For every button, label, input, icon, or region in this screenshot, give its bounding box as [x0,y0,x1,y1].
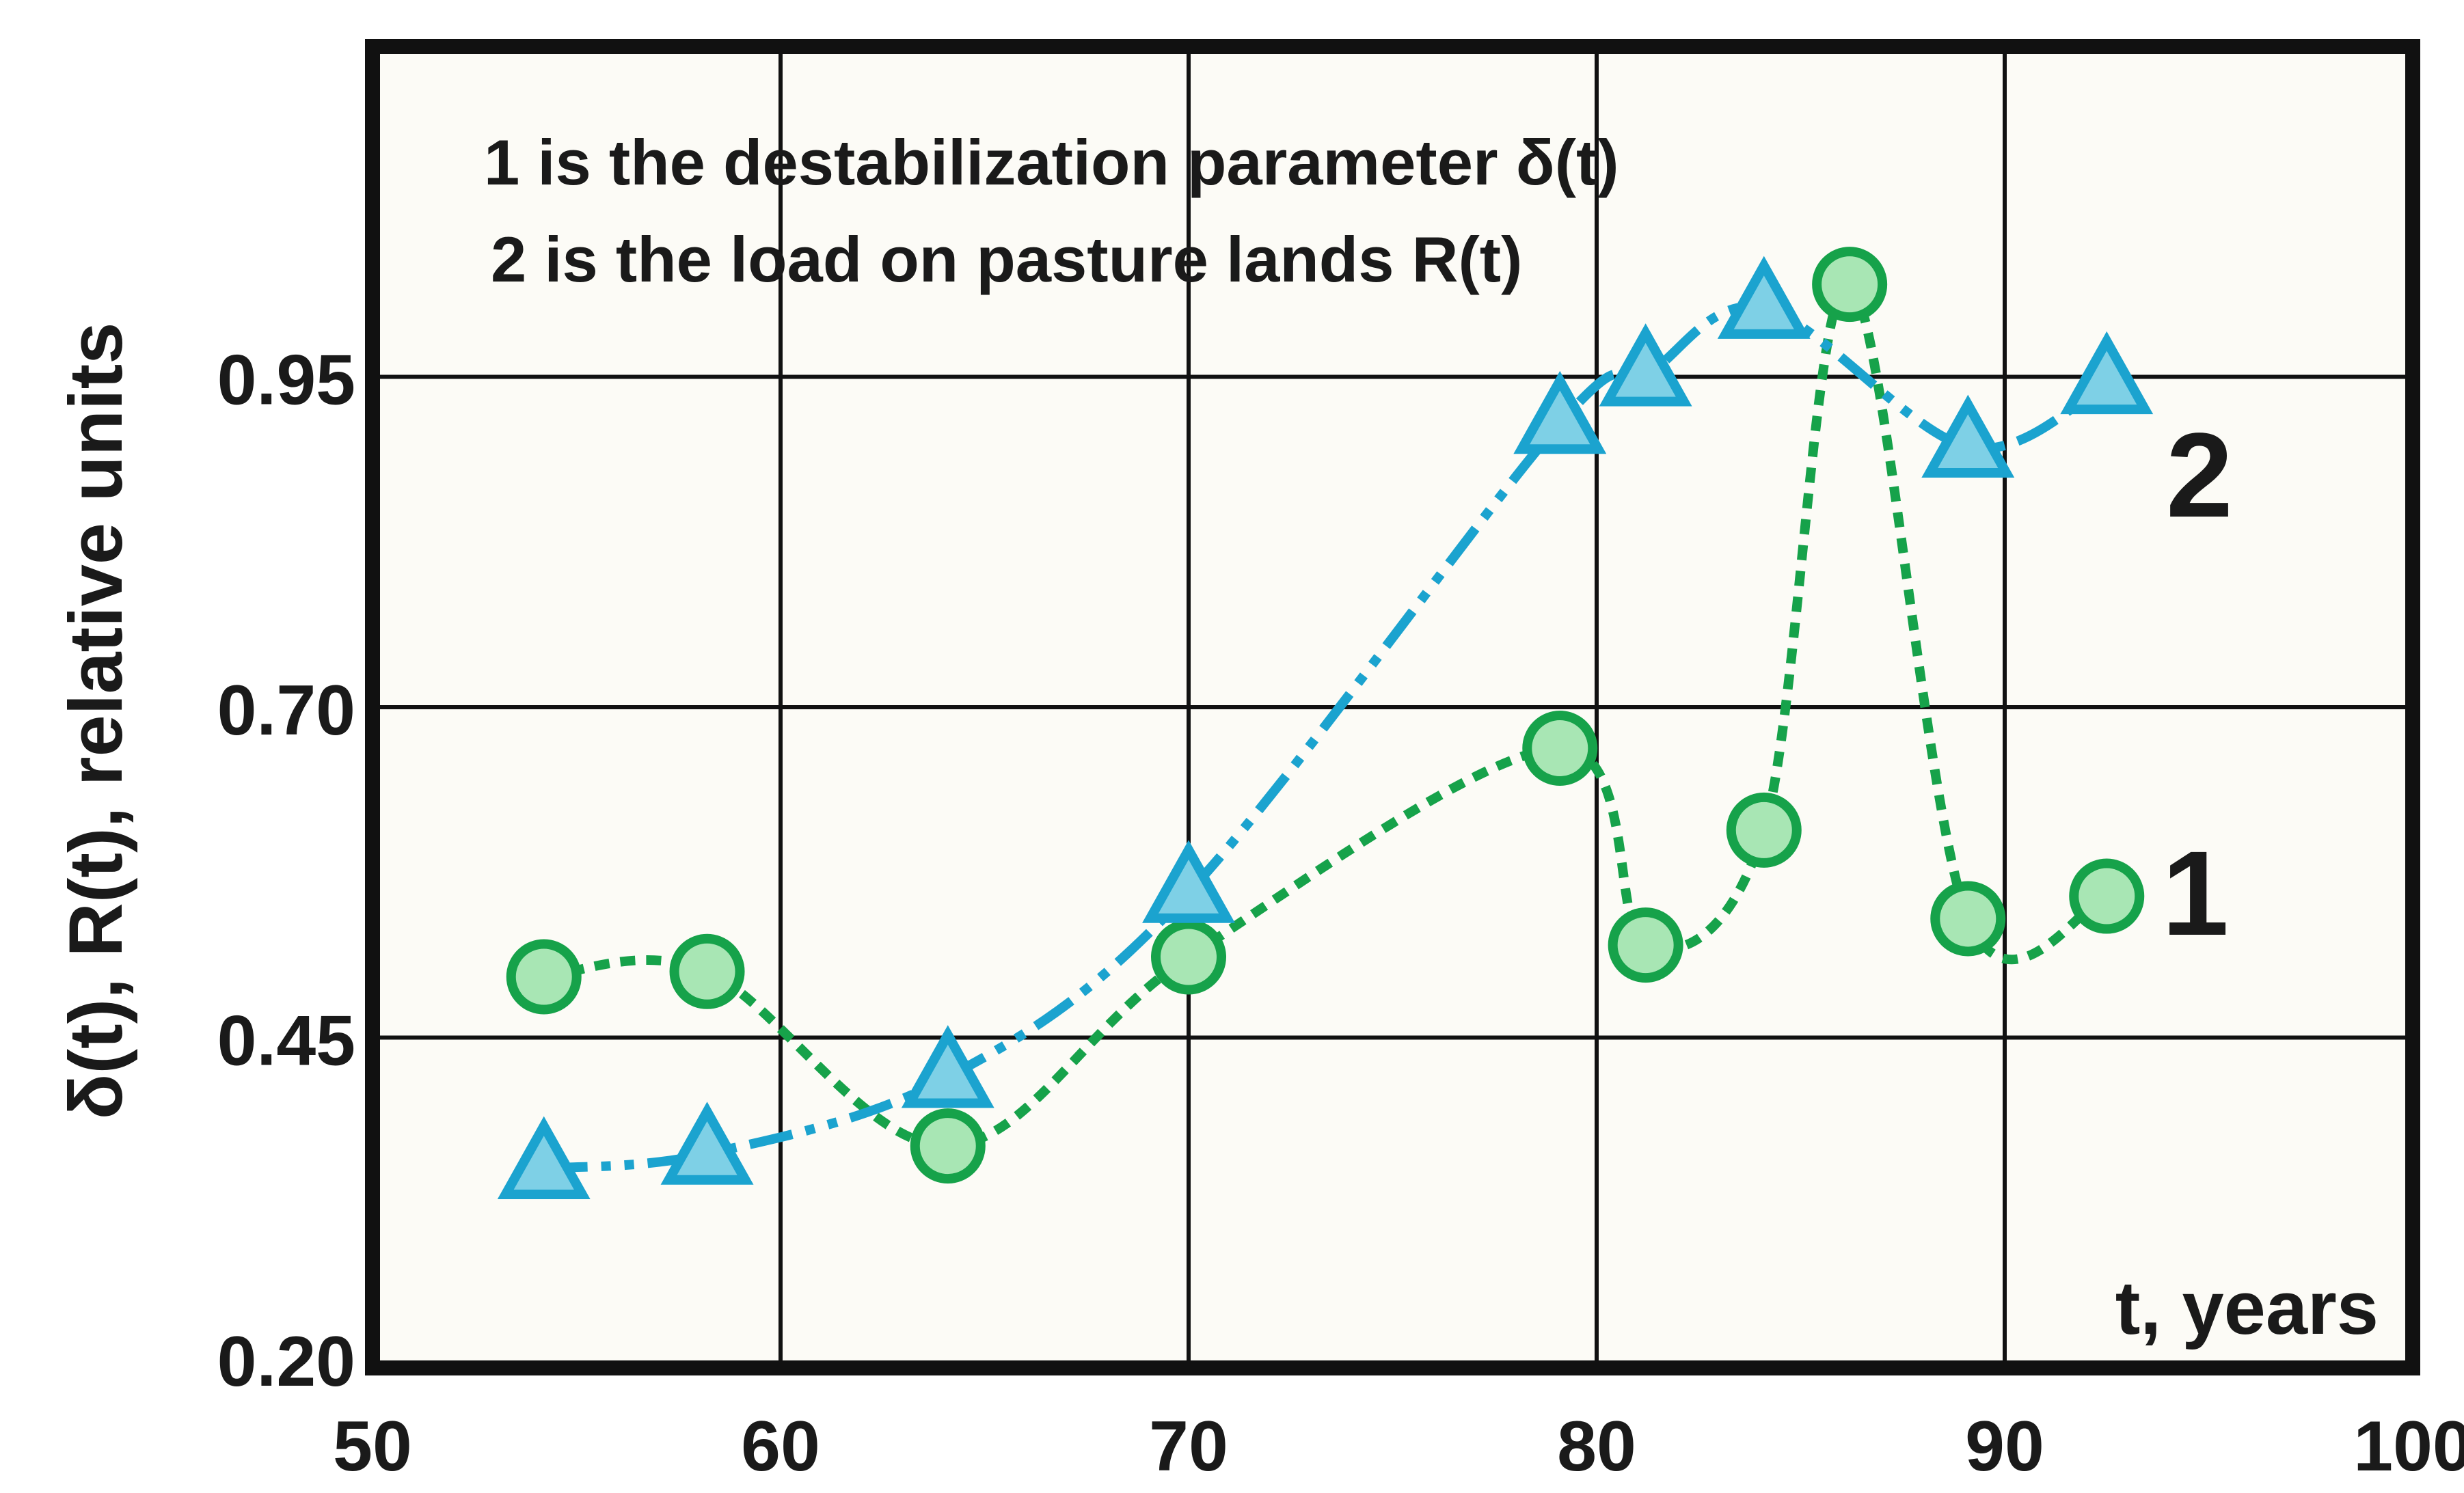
y-tick-label-0.95: 0.95 [217,341,355,420]
tick-labels: 50 60 70 80 90 100 0.20 0.45 0.70 0.95 [217,341,2464,1487]
series-1-marker [669,933,745,1009]
series-2-marker [1599,323,1692,407]
x-tick-label-80: 80 [1557,1407,1636,1486]
series-2-marker [497,1116,591,1199]
series-2-marker [1717,256,1811,339]
y-tick-label-0.45: 0.45 [217,1002,355,1081]
series-markers [497,247,2154,1199]
series-2-marker [2060,331,2154,415]
y-tick-label-0.70: 0.70 [217,671,355,750]
series-2-marker [1513,370,1607,454]
series-2-marker [1921,394,2015,478]
series-1-marker [1608,907,1683,983]
series-1-marker [910,1108,986,1184]
legend-entry-2: 2 is the load on pasture lands R(t) [491,223,1522,295]
series-1-marker [1930,881,2006,957]
series-1-marker [1812,247,1888,323]
grid-lines [373,46,2413,1368]
x-tick-label-100: 100 [2353,1407,2464,1486]
x-tick-label-60: 60 [741,1407,820,1486]
series-2-marker [660,1101,754,1185]
series-1-label: 1 [2162,827,2229,961]
series-2-marker [1142,840,1235,923]
series-2-marker [901,1025,994,1108]
plot-frame [365,39,2420,1375]
series-1-marker [1151,919,1226,995]
x-tick-label-50: 50 [333,1407,412,1486]
series-1-marker [506,939,582,1015]
series-1-marker [1726,792,1802,868]
series-1-marker [2069,858,2145,934]
series-2-label: 2 [2166,409,2233,543]
series-2-curve [543,301,2109,1173]
x-tick-label-90: 90 [1965,1407,2044,1486]
series-1-marker [1522,710,1598,786]
x-axis-label: t, years [2115,1266,2379,1350]
y-axis-label: δ(t), R(t), relative units [54,323,138,1120]
legend-entry-1: 1 is the destabilization parameter δ(t) [484,126,1619,198]
x-tick-label-70: 70 [1149,1407,1228,1486]
y-tick-label-0.20: 0.20 [217,1322,355,1401]
